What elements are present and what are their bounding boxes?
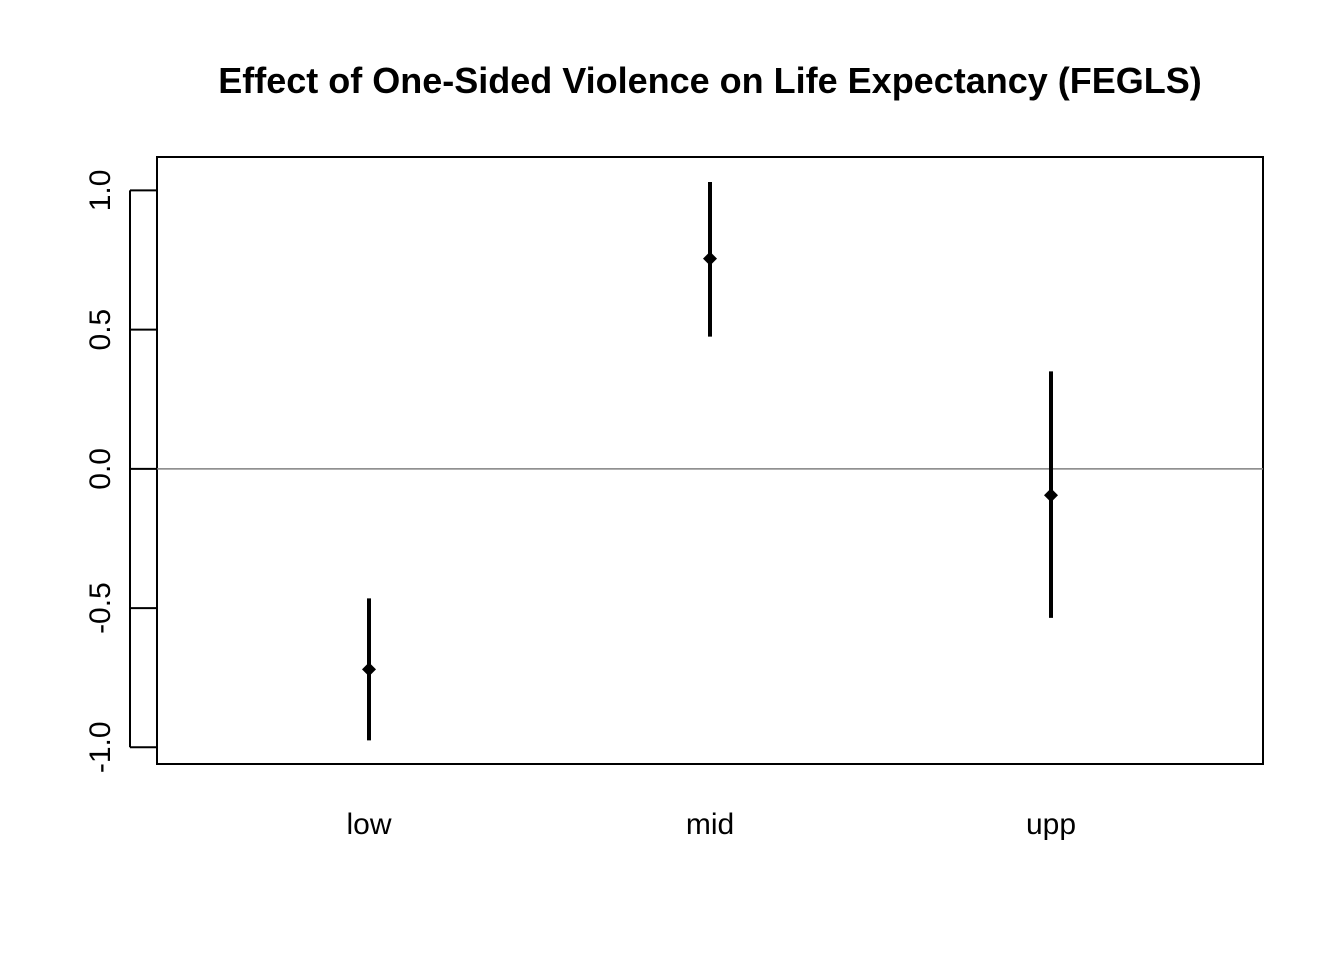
point-estimate-upp <box>1044 488 1058 503</box>
x-axis: low mid upp <box>346 808 1076 841</box>
point-estimate-low <box>362 662 376 677</box>
y-tick-label: 1.0 <box>84 170 117 212</box>
x-tick-label-mid: mid <box>686 808 734 841</box>
y-tick-label: -0.5 <box>84 582 117 634</box>
y-tick-label: -1.0 <box>84 721 117 773</box>
chart-title: Effect of One-Sided Violence on Life Exp… <box>218 60 1202 101</box>
point-estimate-mid <box>703 251 717 266</box>
plot-frame <box>156 156 1264 765</box>
x-tick-label-low: low <box>346 808 391 841</box>
y-tick-label: 0.5 <box>84 309 117 351</box>
interval-marks <box>362 182 1058 741</box>
y-axis: -1.0 -0.5 0.0 0.5 1.0 <box>84 170 157 773</box>
y-tick-label: 0.0 <box>84 448 117 490</box>
x-tick-label-upp: upp <box>1026 808 1076 841</box>
